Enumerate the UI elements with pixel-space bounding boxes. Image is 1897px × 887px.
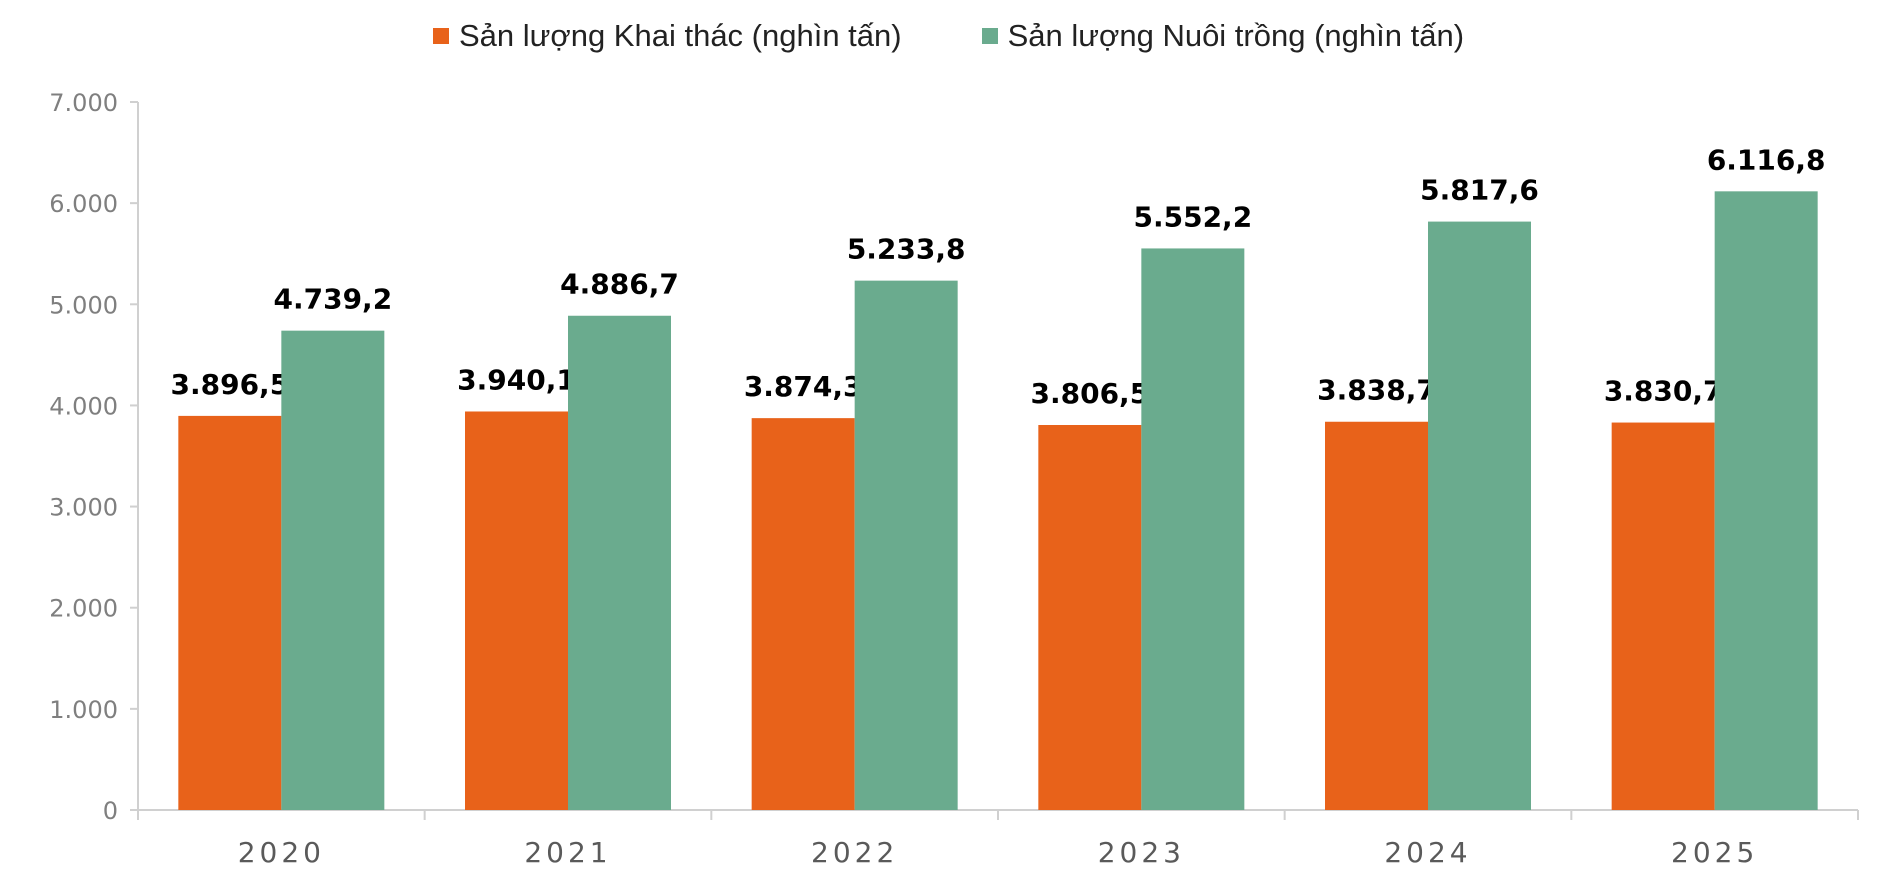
y-tick-label: 7.000: [49, 89, 118, 117]
data-label-khai-thac-2025: 3.830,7: [1604, 375, 1723, 408]
y-tick-label: 1.000: [49, 696, 118, 724]
data-label-khai-thac-2023: 3.806,5: [1030, 377, 1149, 410]
bar-nuoi-trong-2024: [1428, 221, 1531, 810]
bar-nuoi-trong-2022: [854, 280, 958, 810]
bar-khai-thac-2025: [1611, 422, 1715, 810]
data-label-nuoi-trong-2023: 5.552,2: [1133, 200, 1252, 233]
y-tick-label: 2.000: [49, 595, 118, 623]
y-tick-label: 5.000: [49, 291, 118, 319]
data-label-khai-thac-2020: 3.896,5: [170, 368, 289, 401]
data-label-nuoi-trong-2022: 5.233,8: [847, 233, 966, 266]
data-label-khai-thac-2024: 3.838,7: [1317, 374, 1436, 407]
data-label-khai-thac-2021: 3.940,1: [457, 363, 576, 396]
y-tick-label: 6.000: [49, 190, 118, 218]
data-label-khai-thac-2022: 3.874,3: [744, 370, 863, 403]
y-tick-label: 4.000: [49, 392, 118, 420]
bar-nuoi-trong-2021: [568, 315, 671, 810]
chart-legend: Sản lượng Khai thác (nghìn tấn) Sản lượn…: [0, 18, 1897, 54]
legend-label-khai-thac: Sản lượng Khai thác (nghìn tấn): [458, 18, 902, 53]
bar-khai-thac-2022: [751, 418, 855, 810]
bar-khai-thac-2024: [1325, 421, 1428, 810]
y-tick-label: 0: [103, 797, 118, 825]
x-category-label: 2024: [1384, 836, 1471, 869]
x-category-label: 2025: [1671, 836, 1758, 869]
bar-khai-thac-2021: [465, 411, 568, 810]
legend-swatch-khai-thac: [432, 28, 449, 44]
legend-item-khai-thac: Sản lượng Khai thác (nghìn tấn): [432, 18, 902, 54]
legend-swatch-nuoi-trong: [981, 28, 998, 44]
x-category-label: 2023: [1098, 836, 1185, 869]
data-label-nuoi-trong-2020: 4.739,2: [273, 283, 392, 316]
bar-nuoi-trong-2020: [281, 330, 385, 810]
legend-label-nuoi-trong: Sản lượng Nuôi trồng (nghìn tấn): [1007, 18, 1465, 53]
data-label-nuoi-trong-2021: 4.886,7: [560, 268, 679, 301]
x-category-label: 2021: [524, 836, 611, 869]
data-label-nuoi-trong-2024: 5.817,6: [1420, 174, 1539, 207]
x-category-label: 2022: [811, 836, 898, 869]
y-tick-label: 3.000: [49, 494, 118, 522]
bar-khai-thac-2020: [178, 415, 282, 810]
x-category-label: 2020: [238, 836, 325, 869]
bar-nuoi-trong-2025: [1714, 191, 1818, 811]
bar-nuoi-trong-2023: [1141, 248, 1245, 810]
data-label-nuoi-trong-2025: 6.116,8: [1707, 143, 1826, 176]
legend-item-nuoi-trong: Sản lượng Nuôi trồng (nghìn tấn): [981, 18, 1465, 54]
bar-khai-thac-2023: [1038, 424, 1142, 810]
